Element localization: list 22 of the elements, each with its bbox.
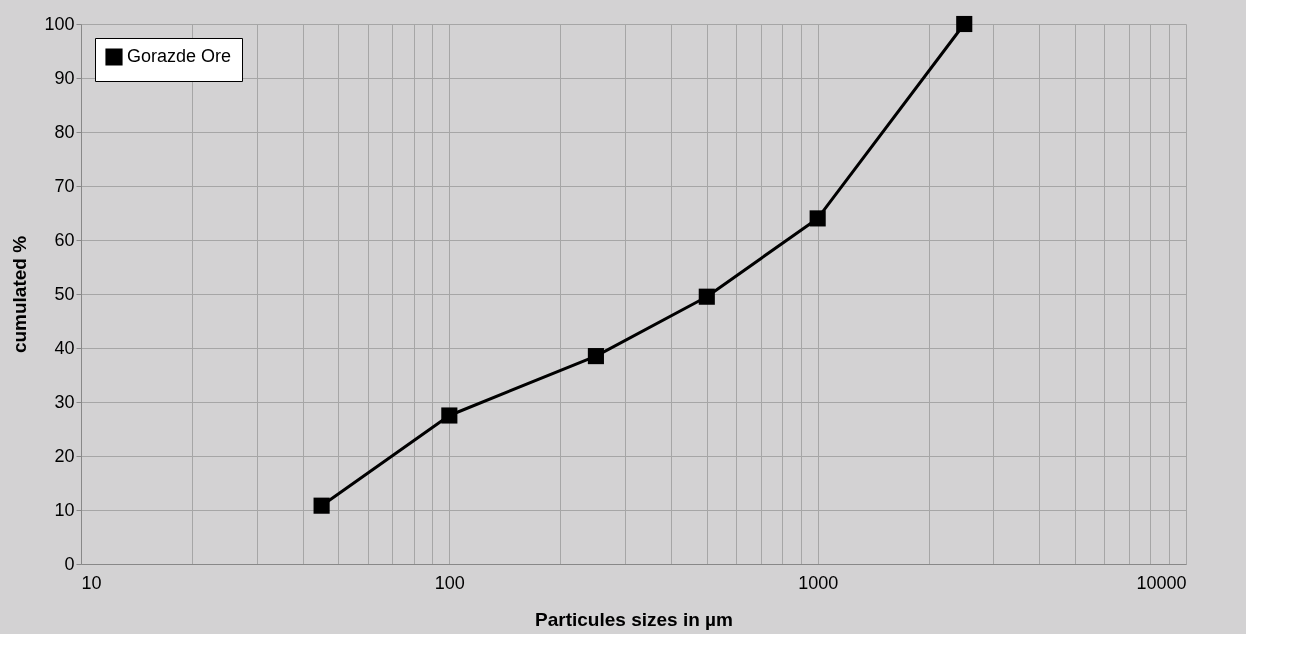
y-tick-label: 30 xyxy=(54,391,75,412)
y-tick-label: 10 xyxy=(54,499,75,520)
x-tick-label: 10 xyxy=(81,572,102,593)
y-tick-label: 20 xyxy=(54,445,75,466)
legend-label: Gorazde Ore xyxy=(127,46,232,66)
y-tick-label: 90 xyxy=(54,67,75,88)
x-tick-label: 1000 xyxy=(798,572,839,593)
y-tick-label: 0 xyxy=(64,553,75,574)
y-tick-label: 80 xyxy=(54,121,75,142)
y-tick-label: 100 xyxy=(44,13,75,34)
x-tick-label: 100 xyxy=(434,572,465,593)
y-tick-label: 50 xyxy=(54,283,75,304)
y-tick-label: 70 xyxy=(54,175,75,196)
point xyxy=(956,15,973,33)
x-tick-label: 10000 xyxy=(1136,572,1187,593)
point xyxy=(698,288,715,305)
y-tick-label: 60 xyxy=(54,229,75,250)
x-axis-title: Particules sizes in µm xyxy=(535,608,733,630)
point xyxy=(441,407,458,424)
point xyxy=(313,497,330,514)
y-axis-title: cumulated % xyxy=(9,235,31,354)
y-tick-label: 40 xyxy=(54,337,75,358)
